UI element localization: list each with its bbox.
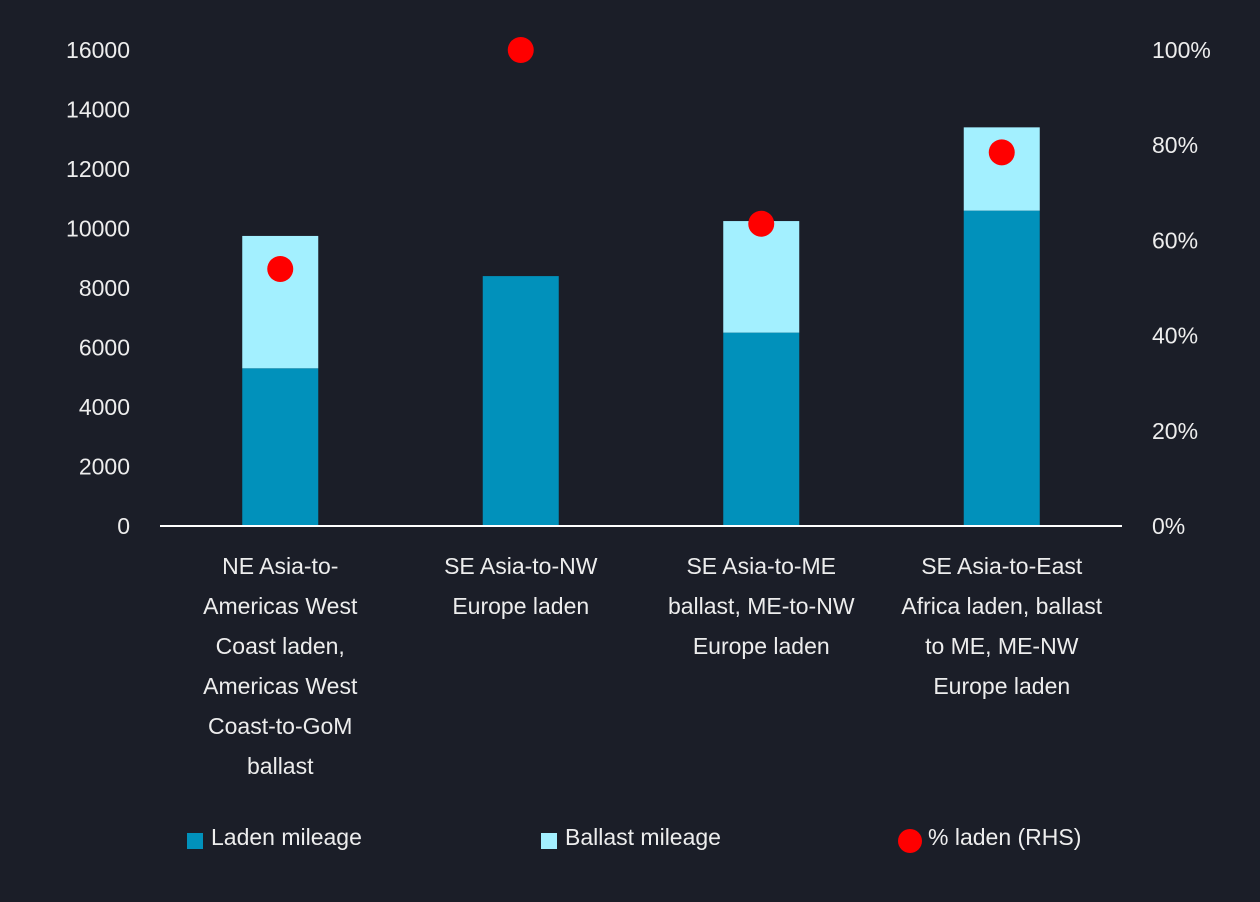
y-left-tick-label: 4000 — [79, 394, 130, 420]
y-right-tick-label: 100% — [1152, 37, 1211, 63]
bar-ballast — [242, 235, 319, 369]
x-category-label: SE Asia-to-NW Europe laden — [396, 546, 646, 626]
y-right-tick-label: 60% — [1152, 227, 1198, 253]
x-category-label-line: Europe laden — [692, 633, 830, 659]
y-left-tick-label: 16000 — [66, 37, 130, 63]
legend-swatch-laden — [187, 833, 203, 849]
x-category-label-line: Coast-to-GoM — [208, 713, 353, 739]
point-pct-laden — [988, 139, 1015, 166]
x-category-label: NE Asia-to- Americas West Coast laden, Amer… — [155, 546, 405, 786]
bar-ballast — [723, 221, 800, 333]
bar-laden — [723, 332, 800, 526]
point-pct-laden — [507, 37, 534, 63]
y-left-tick-label: 14000 — [66, 97, 130, 123]
x-category-label-line: Americas West — [203, 673, 358, 699]
y-left-tick-label: 2000 — [79, 454, 130, 480]
x-category-label-line: SE Asia-to-ME — [686, 553, 837, 579]
legend-item-laden: Laden mileage — [187, 817, 362, 857]
x-category-label-line: ballast, ME-to-NW — [667, 593, 855, 619]
y-right-tick-label: 80% — [1152, 132, 1198, 158]
x-category-label-line: ballast — [247, 753, 314, 779]
legend-item-pct-laden: % laden (RHS) — [898, 817, 1081, 857]
bar-laden — [963, 210, 1040, 526]
y-left-tick-label: 10000 — [66, 216, 130, 242]
point-pct-laden — [267, 255, 294, 282]
x-category-label-line: Americas West — [203, 593, 358, 619]
legend-label-pct-laden: % laden (RHS) — [928, 823, 1082, 850]
bar-laden — [482, 276, 559, 526]
legend-swatch-ballast — [541, 833, 557, 849]
x-category-label-line: NE Asia-to- — [222, 553, 339, 579]
y-left-tick-label: 8000 — [79, 275, 130, 301]
y-right-tick-label: 20% — [1152, 418, 1198, 444]
legend-label-ballast: Ballast mileage — [565, 823, 721, 850]
x-category-label-line: Europe laden — [933, 673, 1071, 699]
x-category-label-line: Coast laden, — [215, 633, 345, 659]
y-left-tick-label: 6000 — [79, 335, 130, 361]
legend-label-laden: Laden mileage — [211, 823, 362, 850]
x-category-label-line: Europe laden — [452, 593, 590, 619]
bar-laden — [242, 368, 319, 526]
legend-swatch-pct-laden — [898, 829, 922, 853]
x-category-label-line: to ME, ME-NW — [925, 633, 1079, 659]
x-category-label: SE Asia-to-ME ballast, ME-to-NW Europe lad… — [636, 546, 886, 666]
y-left-tick-label: 0 — [117, 513, 130, 539]
y-right-tick-label: 40% — [1152, 323, 1198, 349]
y-right-tick-label: 0% — [1152, 513, 1185, 539]
legend-item-ballast: Ballast mileage — [541, 817, 721, 857]
x-category-label-line: Africa laden, ballast — [901, 593, 1103, 619]
x-category-label: SE Asia-to-East Africa laden, ballast to M… — [877, 546, 1127, 706]
x-category-label-line: SE Asia-to-East — [921, 553, 1083, 579]
x-category-label-line: SE Asia-to-NW — [444, 553, 598, 579]
point-pct-laden — [748, 210, 775, 237]
y-left-tick-label: 12000 — [66, 156, 130, 182]
